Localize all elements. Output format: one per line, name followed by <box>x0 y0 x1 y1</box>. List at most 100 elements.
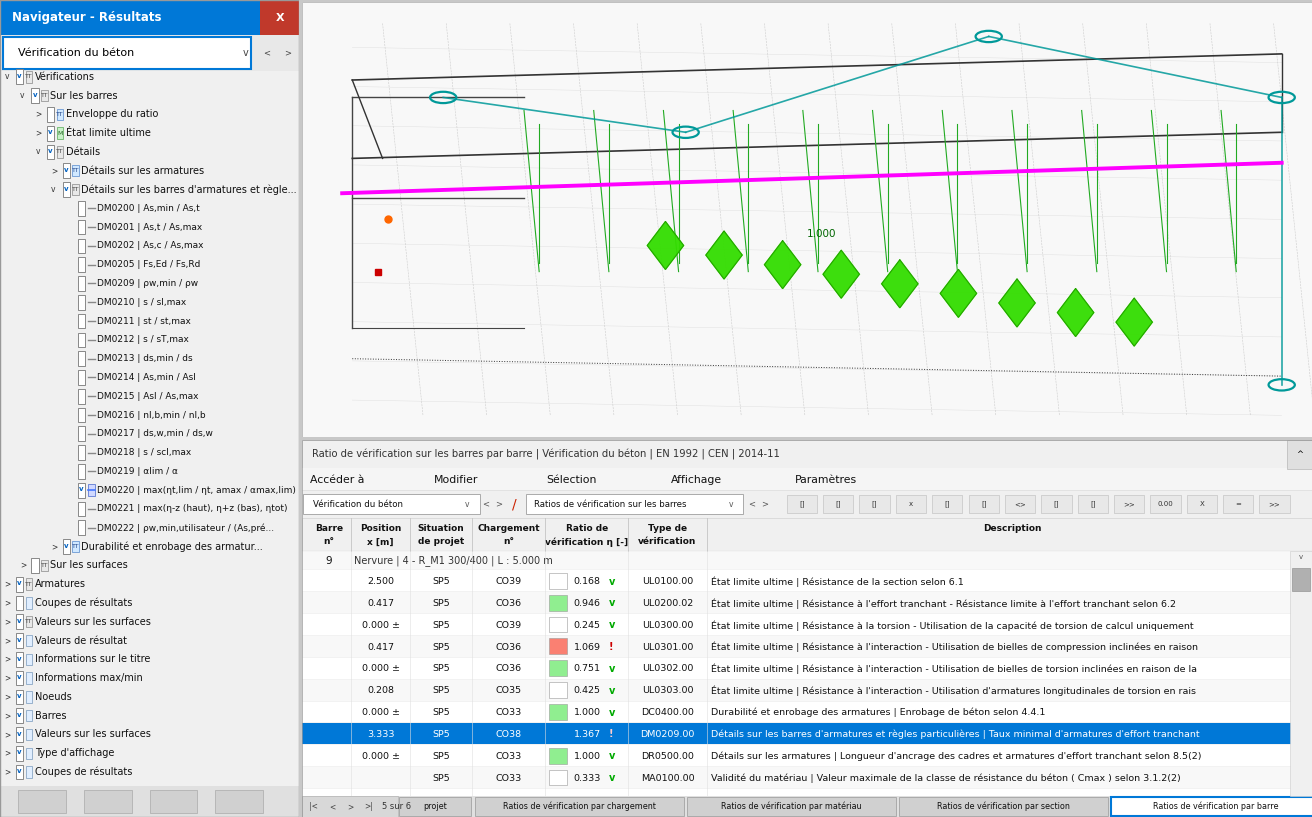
Text: v: v <box>64 542 68 549</box>
Text: >: > <box>51 166 58 176</box>
Text: 1.000: 1.000 <box>573 752 601 761</box>
Text: v: v <box>4 72 9 82</box>
Text: État limite ultime | Résistance à l'interaction - Utilisation de bielles de comp: État limite ultime | Résistance à l'inte… <box>711 642 1198 652</box>
Bar <box>88 484 94 496</box>
Text: v: v <box>17 618 22 624</box>
Text: Détails: Détails <box>66 147 100 157</box>
Text: v: v <box>609 620 615 630</box>
Text: Barres: Barres <box>34 711 66 721</box>
Bar <box>79 351 85 366</box>
Text: CO35: CO35 <box>496 686 522 695</box>
Text: DM0222 | ρw,min,utilisateur / (As,pré...: DM0222 | ρw,min,utilisateur / (As,pré... <box>97 523 274 533</box>
Bar <box>787 495 817 513</box>
Bar <box>302 518 1312 551</box>
Text: DM0212 | s / sT,max: DM0212 | s / sT,max <box>97 335 189 345</box>
Text: v: v <box>33 92 37 98</box>
Text: v: v <box>17 636 22 643</box>
Text: v: v <box>51 185 55 194</box>
Text: >: > <box>51 542 58 551</box>
Bar <box>16 633 24 648</box>
Text: >: > <box>4 767 10 777</box>
Text: v: v <box>609 577 615 587</box>
Text: v: v <box>35 147 41 157</box>
Text: DM0214 | As,min / Asl: DM0214 | As,min / Asl <box>97 373 195 382</box>
Text: 0.000 ±: 0.000 ± <box>362 664 400 673</box>
Text: v: v <box>609 752 615 761</box>
Text: 9: 9 <box>325 556 332 565</box>
Text: DM0216 | nl,b,min / nl,b: DM0216 | nl,b,min / nl,b <box>97 410 206 420</box>
Text: v: v <box>609 664 615 674</box>
Text: DR0500.00: DR0500.00 <box>642 752 694 761</box>
Bar <box>302 570 1312 592</box>
Bar <box>1187 495 1218 513</box>
Bar <box>79 333 85 347</box>
Bar <box>302 767 1312 788</box>
Text: DM0209.00: DM0209.00 <box>640 730 694 739</box>
Text: >: > <box>4 673 10 683</box>
Text: Nervure | 4 - R_M1 300/400 | L : 5.000 m: Nervure | 4 - R_M1 300/400 | L : 5.000 m <box>354 555 554 566</box>
Text: TT: TT <box>72 544 80 549</box>
Bar <box>26 672 33 684</box>
Bar <box>302 592 1312 614</box>
Bar <box>79 257 85 272</box>
Text: CO38: CO38 <box>496 730 522 739</box>
Bar <box>63 163 70 178</box>
Text: Vérification du béton: Vérification du béton <box>18 48 134 58</box>
Text: TT: TT <box>56 112 64 117</box>
Text: <>: <> <box>1014 501 1026 507</box>
Text: !: ! <box>609 730 614 739</box>
Bar <box>56 146 63 158</box>
Text: 0.00: 0.00 <box>1157 501 1173 507</box>
Text: État limite ultime | Résistance de la section selon 6.1: État limite ultime | Résistance de la se… <box>711 576 963 587</box>
Bar <box>79 220 85 234</box>
Bar <box>1114 495 1144 513</box>
Text: =: = <box>1236 501 1241 507</box>
Text: v: v <box>79 486 84 493</box>
Text: M: M <box>58 131 63 136</box>
Bar <box>31 88 38 103</box>
Text: Vérifications: Vérifications <box>34 72 94 82</box>
Text: v: v <box>609 773 615 784</box>
Bar <box>79 426 85 441</box>
Bar <box>26 635 33 646</box>
Text: SP5: SP5 <box>432 686 450 695</box>
Text: Informations sur le titre: Informations sur le titre <box>34 654 150 664</box>
Text: DM0200 | As,min / As,t: DM0200 | As,min / As,t <box>97 203 199 213</box>
Bar <box>47 126 54 141</box>
Text: >: > <box>283 48 291 58</box>
Text: Type d'affichage: Type d'affichage <box>34 748 114 758</box>
Text: TT: TT <box>56 150 64 154</box>
Text: vérification: vérification <box>638 538 697 547</box>
Text: v: v <box>609 685 615 696</box>
Bar <box>79 464 85 479</box>
Bar <box>18 790 66 813</box>
Text: >: > <box>348 802 353 811</box>
Bar <box>260 0 299 35</box>
Bar <box>1042 495 1072 513</box>
Bar <box>302 797 398 817</box>
Text: X: X <box>276 12 283 23</box>
Text: SP5: SP5 <box>432 664 450 673</box>
Text: UL0301.00: UL0301.00 <box>642 643 693 652</box>
Text: n°: n° <box>324 538 335 547</box>
Bar <box>1290 551 1312 797</box>
Text: Sur les barres: Sur les barres <box>50 91 118 100</box>
Text: TT: TT <box>25 582 33 587</box>
Bar <box>550 660 568 676</box>
Text: Coupes de résultats: Coupes de résultats <box>34 598 133 608</box>
Text: CO33: CO33 <box>496 774 522 783</box>
Bar <box>79 370 85 385</box>
Text: Détails sur les armatures | Longueur d'ancrage des cadres et armatures d'effort : Détails sur les armatures | Longueur d'a… <box>711 752 1202 761</box>
Bar <box>1151 495 1181 513</box>
Text: 0.000 ±: 0.000 ± <box>362 621 400 630</box>
Text: Valeurs de résultat: Valeurs de résultat <box>34 636 127 645</box>
Text: []: [] <box>1054 501 1059 507</box>
Bar <box>550 748 568 764</box>
Text: SP5: SP5 <box>432 730 450 739</box>
Text: SP5: SP5 <box>432 774 450 783</box>
Bar <box>26 691 33 703</box>
Text: État limite ultime | Résistance à l'effort tranchant - Résistance limite à l'eff: État limite ultime | Résistance à l'effo… <box>711 598 1176 609</box>
Polygon shape <box>941 270 976 317</box>
Text: x [m]: x [m] <box>367 538 394 547</box>
Polygon shape <box>823 250 859 298</box>
